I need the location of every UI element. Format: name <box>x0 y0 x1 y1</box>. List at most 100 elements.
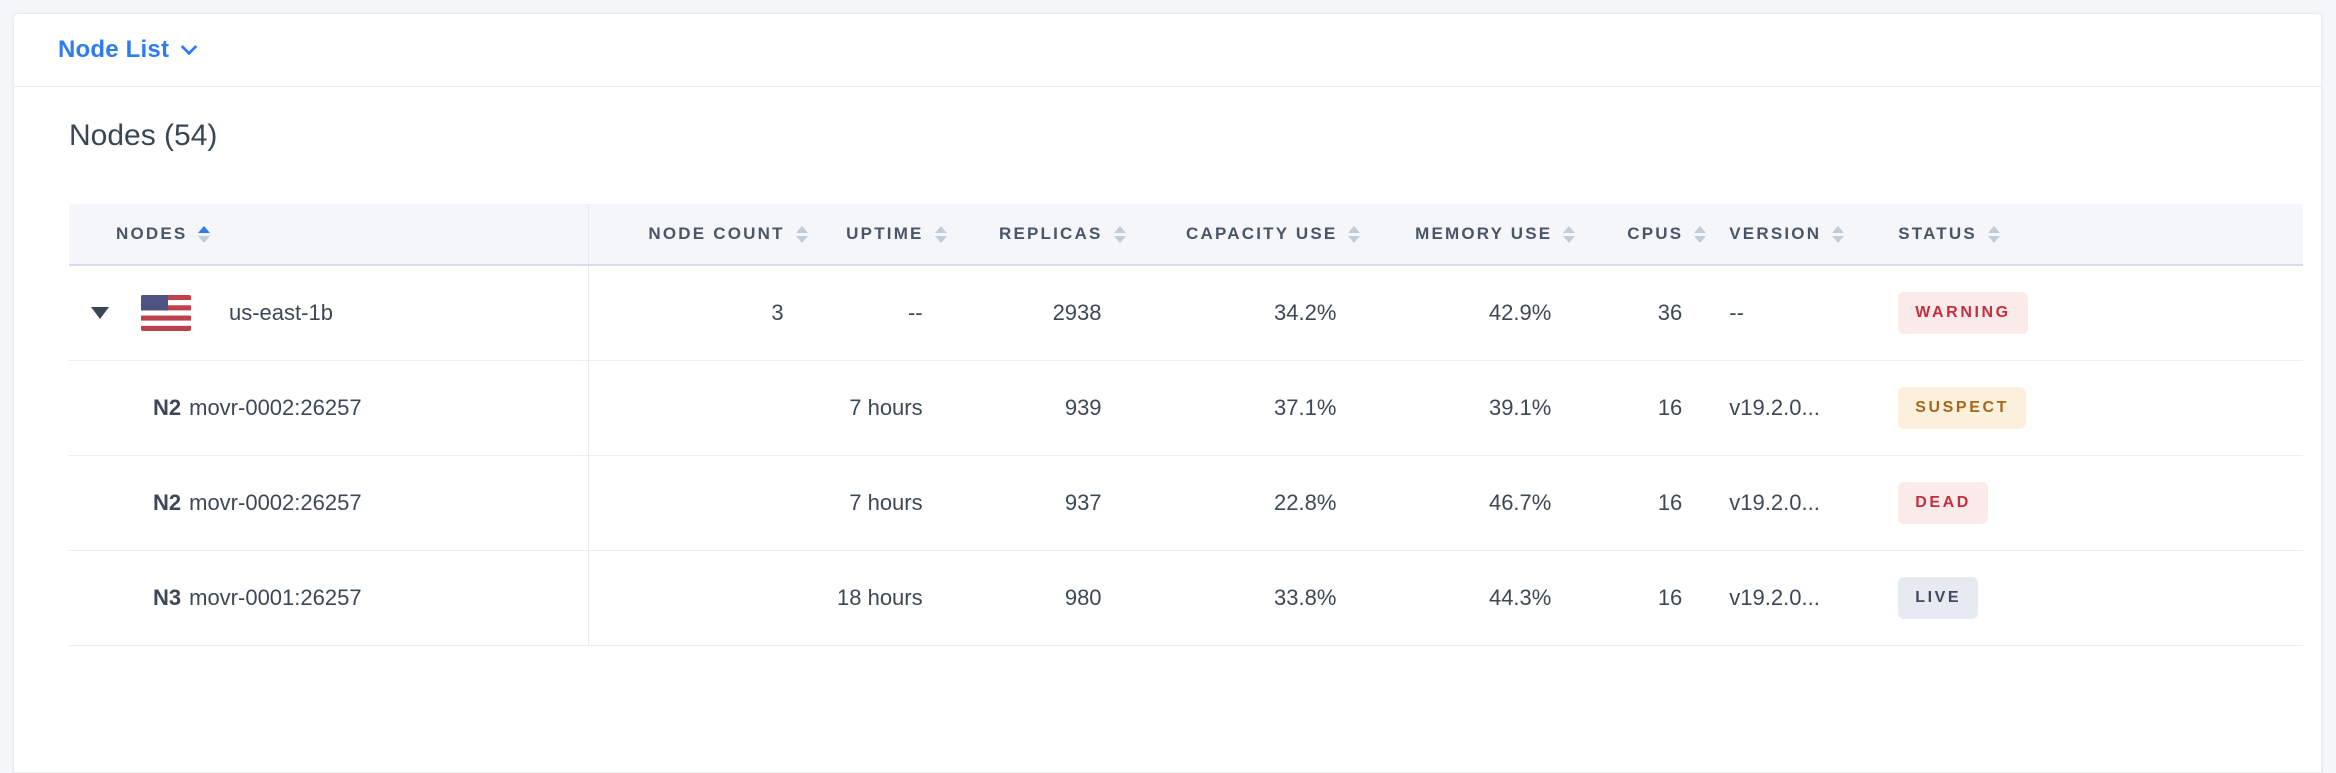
sort-up-arrow-icon <box>1694 225 1707 233</box>
replicas-cell: 980 <box>1064 585 1102 610</box>
status-cell: LIVE <box>1873 551 2303 645</box>
column-header-capacity_use[interactable]: CAPACITY USE <box>1126 204 1361 264</box>
chevron-down-icon <box>180 38 198 55</box>
sort-icon <box>198 225 211 243</box>
sort-down-arrow-icon <box>198 235 211 243</box>
sort-icon <box>1563 225 1576 243</box>
column-header-nodes[interactable]: NODES <box>69 204 589 264</box>
status-badge: SUSPECT <box>1898 387 2026 429</box>
column-header-status[interactable]: STATUS <box>1873 204 2303 264</box>
cpus-cell: 16 <box>1657 395 1683 420</box>
version-cell: v19.2.0... <box>1729 585 1820 610</box>
sort-up-arrow-icon <box>795 225 808 233</box>
memory_use-cell: 46.7% <box>1488 490 1552 515</box>
sort-up-arrow-icon <box>1348 225 1361 233</box>
capacity_use-cell: 33.8% <box>1274 585 1337 610</box>
memory_use-cell: 44.3% <box>1488 585 1552 610</box>
sort-icon <box>795 225 808 243</box>
table-row-N2-movr-0002:26257[interactable]: N2 movr-0002:26257 7 hours 937 22.8% 46.7% 16 v… <box>69 456 2303 551</box>
capacity_use-cell: 34.2% <box>1274 300 1337 325</box>
column-label-cpus: CPUS <box>1627 224 1684 243</box>
sort-down-arrow-icon <box>1113 235 1126 243</box>
column-label-node_count: NODE COUNT <box>648 224 785 243</box>
nodes-table: NODES NODE COUNT UPTIME REPLICAS CAPACITY US… <box>69 204 2303 646</box>
node-address: movr-0001:26257 <box>189 585 362 610</box>
column-header-uptime[interactable]: UPTIME <box>808 204 947 264</box>
cpus-cell: 16 <box>1657 585 1683 610</box>
column-label-memory_use: MEMORY USE <box>1415 224 1553 243</box>
version-cell: -- <box>1729 300 1744 325</box>
status-cell: SUSPECT <box>1873 361 2303 455</box>
column-header-replicas[interactable]: REPLICAS <box>947 204 1126 264</box>
card-header: Node List <box>14 14 2321 87</box>
sort-icon <box>1694 225 1707 243</box>
column-label-replicas: REPLICAS <box>998 224 1103 243</box>
region-name: us-east-1b <box>229 300 333 325</box>
page-view-label: Node List <box>58 36 170 63</box>
replicas-cell: 2938 <box>1052 300 1102 325</box>
sort-down-arrow-icon <box>1694 235 1707 243</box>
page-title: Nodes (54) <box>69 119 218 152</box>
version-cell: v19.2.0... <box>1729 395 1820 420</box>
status-badge: LIVE <box>1898 577 1979 619</box>
sort-down-arrow-icon <box>795 235 808 243</box>
capacity_use-cell: 22.8% <box>1274 490 1337 515</box>
column-header-cpus[interactable]: CPUS <box>1575 204 1707 264</box>
status-badge: WARNING <box>1898 292 2028 334</box>
collapse-caret-icon[interactable] <box>91 307 109 319</box>
node-id: N2 <box>153 395 182 420</box>
column-label-status: STATUS <box>1898 224 1977 243</box>
version-cell: v19.2.0... <box>1729 490 1820 515</box>
column-header-node_count[interactable]: NODE COUNT <box>589 204 808 264</box>
column-header-version[interactable]: VERSION <box>1706 204 1873 264</box>
column-label-uptime: UPTIME <box>846 224 924 243</box>
sort-up-arrow-icon <box>934 225 947 233</box>
uptime-cell: 7 hours <box>849 490 923 515</box>
node-id: N2 <box>153 490 182 515</box>
sort-down-arrow-icon <box>1348 235 1361 243</box>
memory_use-cell: 42.9% <box>1488 300 1552 325</box>
sort-up-arrow-icon <box>198 225 211 233</box>
sort-icon <box>1348 225 1361 243</box>
node-name-cell[interactable]: N2 movr-0002:26257 <box>69 361 589 455</box>
node_count-cell <box>589 361 808 455</box>
node_count-cell <box>589 456 808 550</box>
cpus-cell: 36 <box>1657 300 1683 325</box>
status-badge: DEAD <box>1898 482 1988 524</box>
table-header-row: NODES NODE COUNT UPTIME REPLICAS CAPACITY US… <box>69 204 2303 266</box>
sort-icon <box>1832 225 1845 243</box>
sort-icon <box>934 225 947 243</box>
sort-down-arrow-icon <box>934 235 947 243</box>
column-label-version: VERSION <box>1729 224 1822 243</box>
memory_use-cell: 39.1% <box>1488 395 1552 420</box>
table-row-N2-movr-0002:26257[interactable]: N2 movr-0002:26257 7 hours 939 37.1% 39.1% 16 v… <box>69 361 2303 456</box>
sort-up-arrow-icon <box>1113 225 1126 233</box>
node-id: N3 <box>153 585 182 610</box>
node-list-card: Node List Nodes (54) NODES NODE COUNT UPTI… <box>13 13 2322 773</box>
column-header-memory_use[interactable]: MEMORY USE <box>1360 204 1576 264</box>
capacity_use-cell: 37.1% <box>1274 395 1337 420</box>
status-cell: DEAD <box>1873 456 2303 550</box>
uptime-cell: -- <box>907 300 923 325</box>
table-body: us-east-1b 3 -- 2938 34.2% 42.9% 36 -- WARNING N2… <box>69 266 2303 646</box>
table-row-us-east-1b[interactable]: us-east-1b 3 -- 2938 34.2% 42.9% 36 -- WARNING <box>69 266 2303 361</box>
table-row-N3-movr-0001:26257[interactable]: N3 movr-0001:26257 18 hours 980 33.8% 44.3% 16… <box>69 551 2303 646</box>
node-address: movr-0002:26257 <box>189 490 362 515</box>
node_count-cell <box>589 551 808 645</box>
node-name-cell[interactable]: N3 movr-0001:26257 <box>69 551 589 645</box>
sort-down-arrow-icon <box>1987 235 2000 243</box>
page-view-dropdown[interactable]: Node List <box>58 36 198 64</box>
uptime-cell: 7 hours <box>849 395 923 420</box>
region-name-cell[interactable]: us-east-1b <box>69 266 589 360</box>
node-address: movr-0002:26257 <box>189 395 362 420</box>
sort-down-arrow-icon <box>1832 235 1845 243</box>
sort-down-arrow-icon <box>1563 235 1576 243</box>
column-label-capacity_use: CAPACITY USE <box>1186 224 1338 243</box>
replicas-cell: 939 <box>1064 395 1102 420</box>
sort-icon <box>1987 225 2000 243</box>
sort-up-arrow-icon <box>1563 225 1576 233</box>
replicas-cell: 937 <box>1064 490 1102 515</box>
node-name-cell[interactable]: N2 movr-0002:26257 <box>69 456 589 550</box>
uptime-cell: 18 hours <box>837 585 923 610</box>
cpus-cell: 16 <box>1657 490 1683 515</box>
